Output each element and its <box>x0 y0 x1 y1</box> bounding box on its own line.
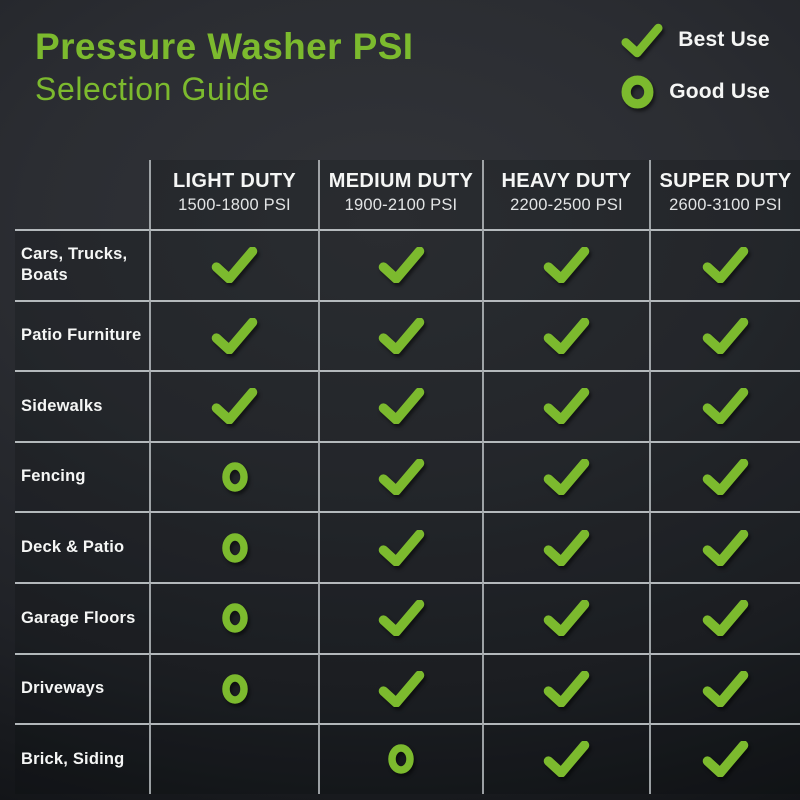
row-label: Deck & Patio <box>15 511 149 582</box>
column-duty-label: HEAVY DUTY <box>501 170 632 192</box>
cell-check-icon <box>482 370 649 441</box>
column-duty-label: MEDIUM DUTY <box>328 170 474 192</box>
cell-circle-icon <box>318 723 482 794</box>
cell-check-icon <box>318 229 482 300</box>
column-duty-label: LIGHT DUTY <box>173 170 296 192</box>
row-label: Cars, Trucks, Boats <box>15 229 149 300</box>
cell-check-icon <box>149 229 318 300</box>
legend-label-best-use: Best Use <box>678 28 770 51</box>
column-psi-range: 1500-1800 PSI <box>178 196 291 214</box>
cell-circle-icon <box>149 511 318 582</box>
column-header: HEAVY DUTY 2200-2500 PSI <box>482 160 649 229</box>
row-label: Brick, Siding <box>15 723 149 794</box>
row-label: Sidewalks <box>15 370 149 441</box>
cell-circle-icon <box>149 652 318 724</box>
cell-check-icon <box>482 723 649 794</box>
row-label: Patio Furniture <box>15 299 149 371</box>
column-header: SUPER DUTY 2600-3100 PSI <box>649 160 800 229</box>
circle-icon <box>621 75 654 109</box>
cell-check-icon <box>482 581 649 653</box>
cell-check-icon <box>649 229 800 300</box>
column-header: LIGHT DUTY 1500-1800 PSI <box>149 160 318 229</box>
legend: Best Use Good Use <box>621 18 770 114</box>
cell-check-icon <box>649 581 800 653</box>
cell-check-icon <box>149 370 318 441</box>
legend-item-best-use: Best Use <box>621 18 770 62</box>
column-duty-label: SUPER DUTY <box>659 170 792 192</box>
cell-check-icon <box>482 652 649 724</box>
page-title-block: Pressure Washer PSI Selection Guide <box>35 26 413 108</box>
check-icon <box>621 23 663 58</box>
cell-check-icon <box>649 370 800 441</box>
cell-check-icon <box>482 511 649 582</box>
table-corner <box>15 160 149 229</box>
cell-circle-icon <box>149 581 318 653</box>
cell-check-icon <box>318 581 482 653</box>
cell-empty <box>149 723 318 794</box>
cell-check-icon <box>318 440 482 512</box>
cell-check-icon <box>482 229 649 300</box>
column-psi-range: 2200-2500 PSI <box>510 196 623 214</box>
cell-circle-icon <box>149 440 318 512</box>
cell-check-icon <box>649 652 800 724</box>
row-label: Driveways <box>15 652 149 724</box>
column-psi-range: 2600-3100 PSI <box>669 196 782 214</box>
row-label: Garage Floors <box>15 581 149 653</box>
cell-check-icon <box>649 299 800 371</box>
page-subtitle: Selection Guide <box>35 71 270 107</box>
cell-check-icon <box>149 299 318 371</box>
legend-item-good-use: Good Use <box>621 70 770 114</box>
column-header: MEDIUM DUTY 1900-2100 PSI <box>318 160 482 229</box>
cell-check-icon <box>649 511 800 582</box>
cell-check-icon <box>318 299 482 371</box>
page-title: Pressure Washer PSI <box>35 26 414 67</box>
cell-check-icon <box>318 370 482 441</box>
cell-check-icon <box>649 723 800 794</box>
cell-check-icon <box>318 511 482 582</box>
selection-table: LIGHT DUTY 1500-1800 PSI MEDIUM DUTY 1900-2… <box>15 160 800 794</box>
cell-check-icon <box>318 652 482 724</box>
row-label: Fencing <box>15 440 149 512</box>
cell-check-icon <box>482 299 649 371</box>
column-psi-range: 1900-2100 PSI <box>344 196 458 214</box>
legend-label-good-use: Good Use <box>669 80 770 103</box>
cell-check-icon <box>649 440 800 512</box>
cell-check-icon <box>482 440 649 512</box>
